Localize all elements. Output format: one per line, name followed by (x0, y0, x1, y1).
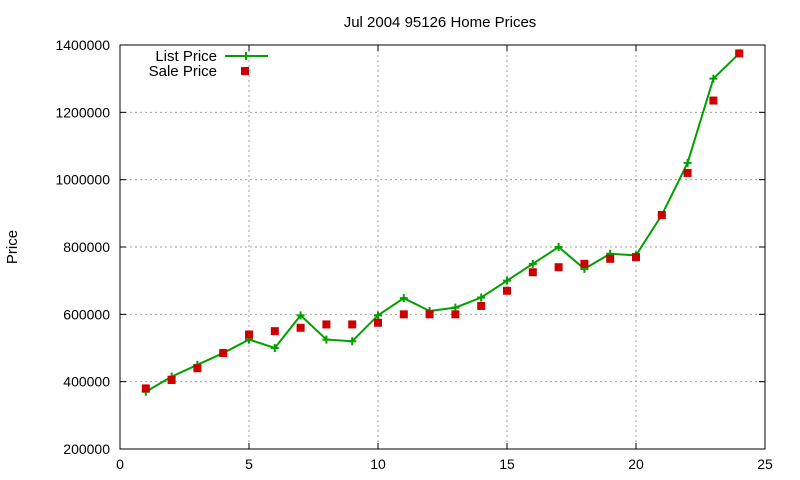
legend-label-list-price: List Price (155, 48, 217, 65)
y-axis-title: Price (4, 230, 21, 264)
data-point (374, 318, 382, 327)
series-line (145, 52, 740, 393)
data-point (141, 384, 150, 393)
data-point (374, 311, 382, 320)
data-point (554, 263, 563, 272)
series-list-price (141, 49, 744, 396)
data-point (709, 96, 718, 105)
y-axis-labels: 200000 400000 600000 800000 1000000 1200000 14… (55, 37, 110, 457)
data-point (322, 335, 331, 344)
x-axis-labels: 0 5 10 15 20 25 (116, 456, 773, 472)
data-point (580, 259, 589, 268)
data-point (399, 294, 408, 303)
y-tick-label: 200000 (63, 441, 110, 457)
legend: List Price Sale Price (149, 48, 268, 80)
data-point (270, 344, 279, 352)
chart-title: Jul 2004 95126 Home Prices (344, 14, 537, 31)
y-tick-label: 1400000 (55, 37, 110, 53)
data-point (657, 211, 666, 220)
series (141, 49, 744, 396)
data-point (709, 74, 718, 83)
data-point (477, 301, 486, 310)
x-tick-label: 20 (628, 456, 644, 472)
data-point (683, 158, 692, 167)
data-point (322, 320, 331, 329)
axes-ticks (119, 44, 766, 450)
y-tick-label: 400000 (63, 374, 110, 390)
data-point (606, 254, 615, 263)
data-point (425, 310, 434, 319)
data-point (528, 268, 537, 277)
data-point (477, 293, 486, 302)
data-point (399, 310, 408, 319)
data-point (554, 243, 563, 251)
y-tick-label: 1000000 (55, 172, 110, 188)
x-tick-label: 25 (757, 456, 773, 472)
data-point (193, 364, 202, 373)
data-point (632, 253, 640, 262)
data-point (219, 349, 228, 358)
data-point (528, 259, 537, 268)
x-tick-label: 0 (116, 456, 124, 472)
series-sale-price (141, 49, 744, 393)
data-point (296, 323, 305, 332)
data-point (451, 310, 460, 319)
data-point (167, 375, 176, 384)
legend-swatch-list-price-marker (242, 52, 250, 60)
y-tick-label: 800000 (63, 239, 110, 255)
x-tick-label: 10 (370, 456, 386, 472)
data-point (245, 330, 253, 339)
data-point (735, 49, 744, 58)
x-tick-label: 15 (499, 456, 515, 472)
y-tick-label: 600000 (63, 306, 110, 322)
grid (120, 45, 765, 449)
data-point (683, 168, 692, 177)
legend-swatch-sale-price (241, 67, 249, 75)
y-tick-label: 1200000 (55, 104, 110, 120)
data-point (348, 320, 357, 329)
data-point (503, 276, 511, 285)
data-point (270, 327, 279, 336)
x-tick-label: 5 (245, 456, 253, 472)
data-point (296, 311, 305, 320)
data-point (348, 337, 357, 346)
data-point (503, 286, 511, 295)
data-point (451, 303, 460, 312)
legend-label-sale-price: Sale Price (149, 63, 217, 80)
